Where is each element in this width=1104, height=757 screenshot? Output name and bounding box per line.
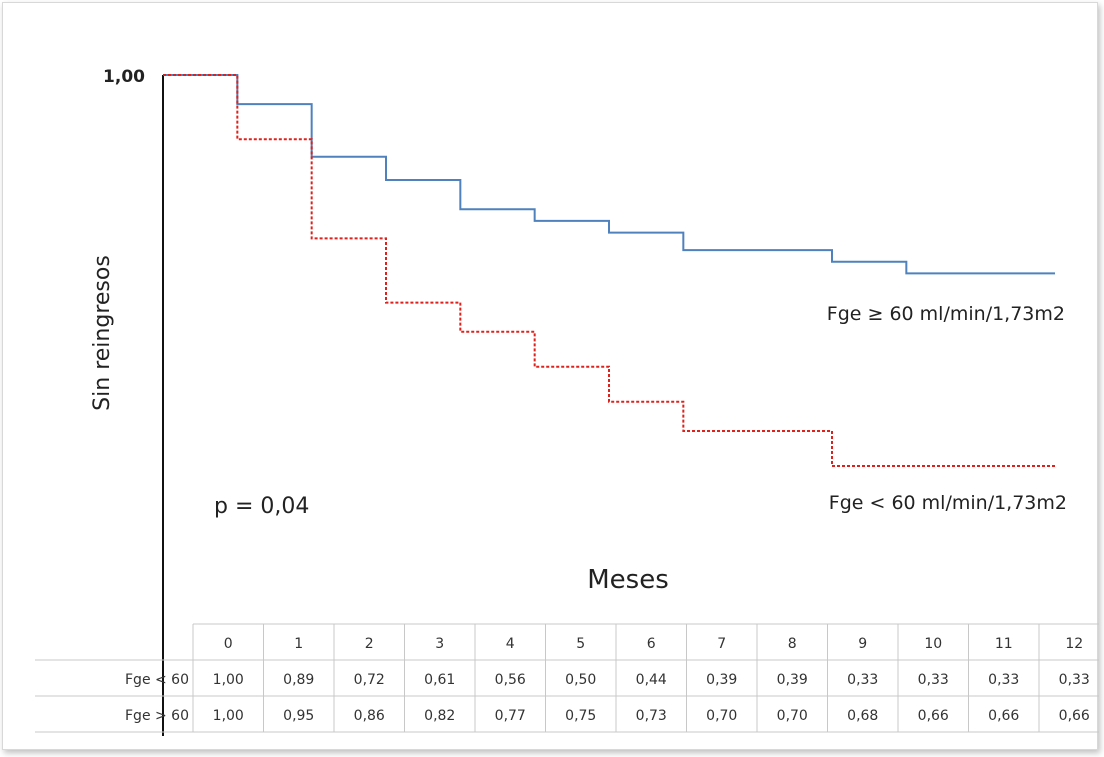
curve-fge-high bbox=[163, 74, 1055, 275]
table-cell: 0,66 bbox=[1059, 708, 1090, 724]
table-header-cell: 9 bbox=[858, 636, 867, 652]
table-header-cell: 11 bbox=[995, 636, 1013, 652]
table-cell: 1,00 bbox=[213, 672, 244, 688]
table-cell: 0,73 bbox=[636, 708, 667, 724]
table-cell: 0,56 bbox=[495, 672, 526, 688]
table-cell: 0,82 bbox=[424, 708, 455, 724]
series-label-low: Fge < 60 ml/min/1,73m2 bbox=[829, 492, 1067, 514]
table-cell: 0,70 bbox=[777, 708, 808, 724]
table-header-cell: 0 bbox=[224, 636, 233, 652]
table-cell: 0,89 bbox=[283, 672, 314, 688]
table-cell: 0,33 bbox=[1059, 672, 1090, 688]
table-header-cell: 7 bbox=[717, 636, 726, 652]
table-cell: 0,86 bbox=[354, 708, 385, 724]
table-cell: 0,39 bbox=[777, 672, 808, 688]
table-cell: 0,50 bbox=[565, 672, 596, 688]
table-cell: 0,33 bbox=[988, 672, 1019, 688]
table-row-label: Fge > 60 bbox=[125, 708, 189, 724]
table-header-cell: 1 bbox=[294, 636, 303, 652]
table-cell: 0,70 bbox=[706, 708, 737, 724]
table-cell: 0,33 bbox=[918, 672, 949, 688]
table-cell: 0,77 bbox=[495, 708, 526, 724]
table-header-cell: 2 bbox=[365, 636, 374, 652]
table-header-cell: 5 bbox=[576, 636, 585, 652]
curves bbox=[163, 74, 1055, 467]
table-header-cell: 3 bbox=[435, 636, 444, 652]
table-header-cell: 8 bbox=[788, 636, 797, 652]
table-cell: 0,95 bbox=[283, 708, 314, 724]
curve-fge-low bbox=[163, 74, 1055, 467]
series-label-high: Fge ≥ 60 ml/min/1,73m2 bbox=[827, 303, 1065, 325]
table-cell: 0,66 bbox=[918, 708, 949, 724]
table-header-cell: 6 bbox=[647, 636, 656, 652]
survival-chart: Sin reingresos 1,00 Fge ≥ 60 ml/min/1,73… bbox=[35, 67, 1099, 736]
table-cell: 1,00 bbox=[213, 708, 244, 724]
table-header-cell: 4 bbox=[506, 636, 515, 652]
table-cell: 0,33 bbox=[847, 672, 878, 688]
table-cell: 0,61 bbox=[424, 672, 455, 688]
table-cell: 0,44 bbox=[636, 672, 667, 688]
table-header-cell: 12 bbox=[1065, 636, 1083, 652]
table-cell: 0,75 bbox=[565, 708, 596, 724]
table-header-cell: 10 bbox=[924, 636, 942, 652]
x-axis-label: Meses bbox=[587, 565, 669, 595]
p-value-annotation: p = 0,04 bbox=[214, 494, 309, 519]
y-axis-label: Sin reingresos bbox=[90, 255, 115, 411]
table-cell: 0,68 bbox=[847, 708, 878, 724]
table-cell: 0,72 bbox=[354, 672, 385, 688]
table-row-label: Fge < 60 bbox=[125, 672, 189, 688]
table-cell: 0,66 bbox=[988, 708, 1019, 724]
table-cell: 0,39 bbox=[706, 672, 737, 688]
y-tick-label: 1,00 bbox=[103, 67, 145, 87]
